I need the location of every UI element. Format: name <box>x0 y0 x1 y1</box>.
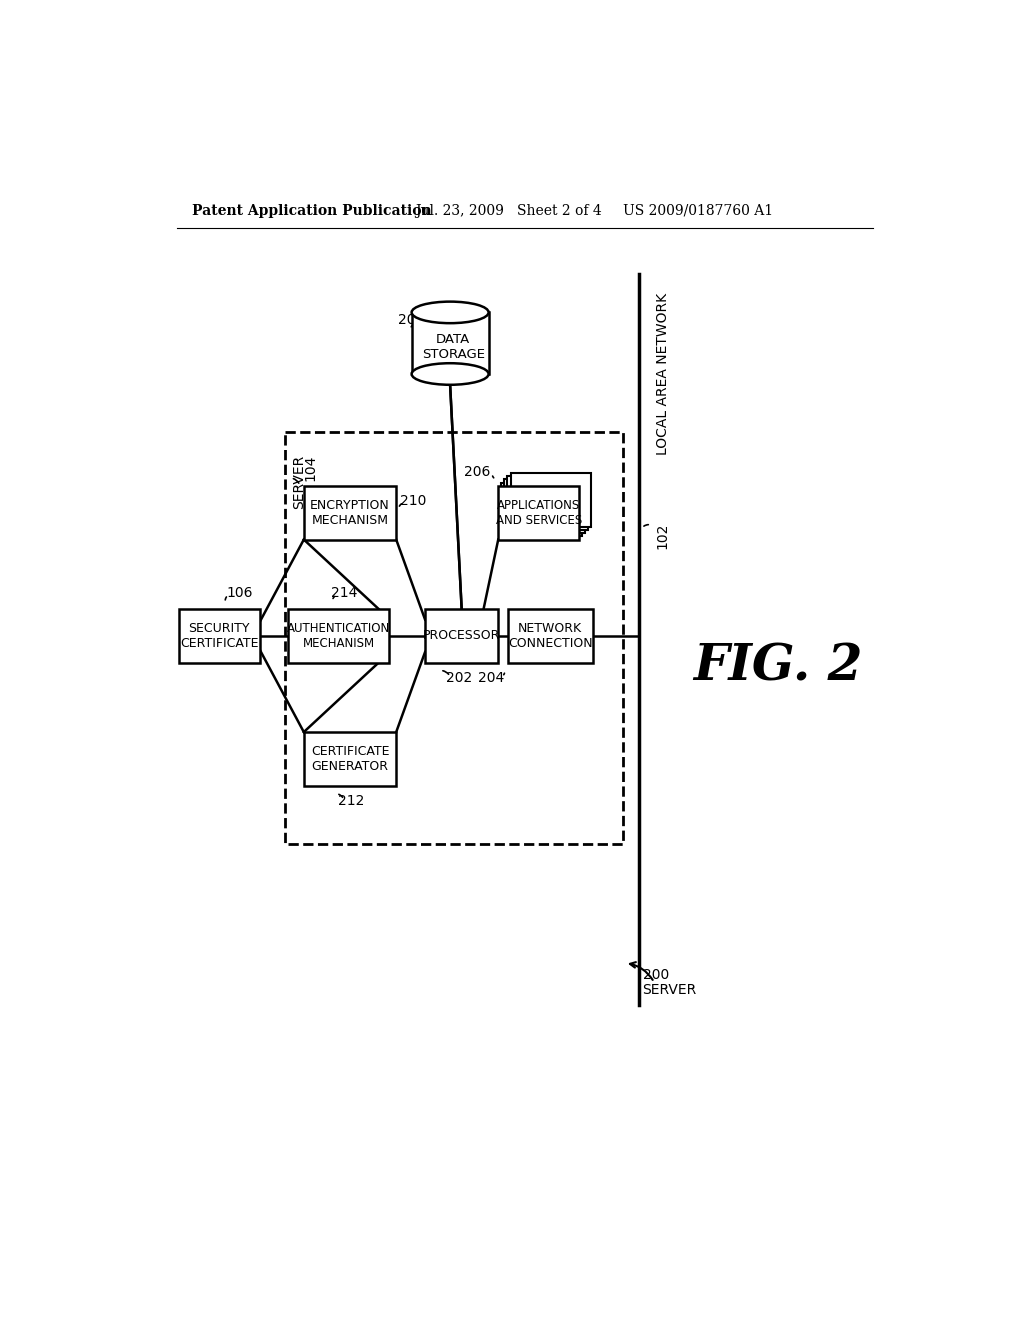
Bar <box>499 486 580 540</box>
Text: 206: 206 <box>464 465 490 479</box>
Text: DATA
STORAGE: DATA STORAGE <box>422 333 484 362</box>
Bar <box>304 733 396 785</box>
Bar <box>285 432 624 843</box>
Text: SECURITY
CERTIFICATE: SECURITY CERTIFICATE <box>180 622 258 649</box>
Text: 102: 102 <box>655 523 670 549</box>
Text: CERTIFICATE
GENERATOR: CERTIFICATE GENERATOR <box>310 744 389 774</box>
Bar <box>502 483 583 536</box>
Ellipse shape <box>412 302 488 323</box>
Text: 106: 106 <box>226 586 253 601</box>
Text: APPLICATIONS
AND SERVICES: APPLICATIONS AND SERVICES <box>496 499 582 527</box>
Text: SERVER: SERVER <box>643 983 697 997</box>
Text: ENCRYPTION
MECHANISM: ENCRYPTION MECHANISM <box>310 499 390 527</box>
Text: PROCESSOR: PROCESSOR <box>423 630 501 643</box>
Text: SERVER: SERVER <box>292 455 306 510</box>
Text: US 2009/0187760 A1: US 2009/0187760 A1 <box>624 203 773 218</box>
Ellipse shape <box>412 363 488 385</box>
Bar <box>508 609 593 663</box>
Text: Patent Application Publication: Patent Application Publication <box>193 203 432 218</box>
Bar <box>425 609 499 663</box>
Text: 104: 104 <box>304 455 317 482</box>
Bar <box>505 479 586 533</box>
Text: Jul. 23, 2009   Sheet 2 of 4: Jul. 23, 2009 Sheet 2 of 4 <box>416 203 602 218</box>
Text: 208: 208 <box>397 313 424 327</box>
Text: 212: 212 <box>339 795 365 808</box>
Text: NETWORK
CONNECTION: NETWORK CONNECTION <box>508 622 593 649</box>
Text: FIG. 2: FIG. 2 <box>692 642 862 692</box>
Text: AUTHENTICATION
MECHANISM: AUTHENTICATION MECHANISM <box>287 622 390 649</box>
Text: 202: 202 <box>446 671 472 685</box>
Text: LOCAL AREA NETWORK: LOCAL AREA NETWORK <box>655 293 670 455</box>
Bar <box>511 474 592 527</box>
Text: 204: 204 <box>478 671 504 685</box>
Bar <box>508 477 589 531</box>
Bar <box>304 486 396 540</box>
Bar <box>178 609 259 663</box>
Text: 200: 200 <box>643 968 669 982</box>
Bar <box>412 313 488 374</box>
Bar <box>289 609 388 663</box>
Text: 214: 214 <box>331 586 357 601</box>
Text: 210: 210 <box>400 494 426 508</box>
